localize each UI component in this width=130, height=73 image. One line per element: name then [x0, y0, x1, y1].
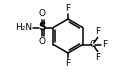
Text: F: F — [102, 40, 107, 49]
Text: H₂N: H₂N — [15, 23, 32, 32]
Text: S: S — [38, 22, 46, 32]
Text: F: F — [95, 52, 100, 61]
Text: O: O — [39, 37, 46, 46]
Text: O: O — [39, 9, 46, 18]
Text: F: F — [65, 4, 71, 13]
Text: F: F — [95, 28, 100, 36]
Text: C: C — [90, 40, 96, 49]
Text: F: F — [65, 59, 71, 68]
